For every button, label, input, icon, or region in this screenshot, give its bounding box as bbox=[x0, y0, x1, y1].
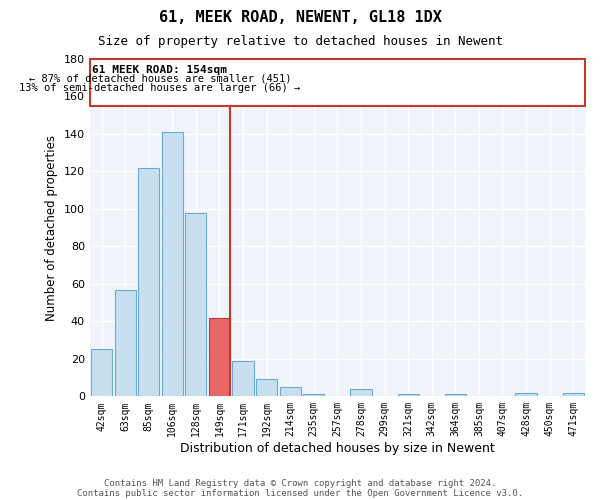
Bar bbox=[515, 392, 536, 396]
Bar bbox=[445, 394, 466, 396]
Bar bbox=[232, 360, 254, 396]
Text: Contains public sector information licensed under the Open Government Licence v3: Contains public sector information licen… bbox=[77, 488, 523, 498]
Text: 13% of semi-detached houses are larger (66) →: 13% of semi-detached houses are larger (… bbox=[19, 84, 301, 94]
Text: ← 87% of detached houses are smaller (451): ← 87% of detached houses are smaller (45… bbox=[29, 74, 291, 84]
Bar bbox=[280, 387, 301, 396]
Bar bbox=[161, 132, 183, 396]
Y-axis label: Number of detached properties: Number of detached properties bbox=[45, 134, 58, 320]
Text: Contains HM Land Registry data © Crown copyright and database right 2024.: Contains HM Land Registry data © Crown c… bbox=[104, 478, 496, 488]
Bar bbox=[138, 168, 160, 396]
Bar bbox=[256, 380, 277, 396]
Text: 61, MEEK ROAD, NEWENT, GL18 1DX: 61, MEEK ROAD, NEWENT, GL18 1DX bbox=[158, 10, 442, 25]
Bar bbox=[209, 318, 230, 396]
X-axis label: Distribution of detached houses by size in Newent: Distribution of detached houses by size … bbox=[180, 442, 495, 455]
Bar bbox=[115, 290, 136, 397]
Bar bbox=[303, 394, 325, 396]
Text: Size of property relative to detached houses in Newent: Size of property relative to detached ho… bbox=[97, 35, 503, 48]
Bar bbox=[563, 392, 584, 396]
Bar bbox=[91, 350, 112, 397]
Bar bbox=[398, 394, 419, 396]
Text: 61 MEEK ROAD: 154sqm: 61 MEEK ROAD: 154sqm bbox=[92, 64, 227, 74]
Bar bbox=[185, 212, 206, 396]
Bar bbox=[90, 59, 585, 106]
Bar bbox=[350, 389, 371, 396]
